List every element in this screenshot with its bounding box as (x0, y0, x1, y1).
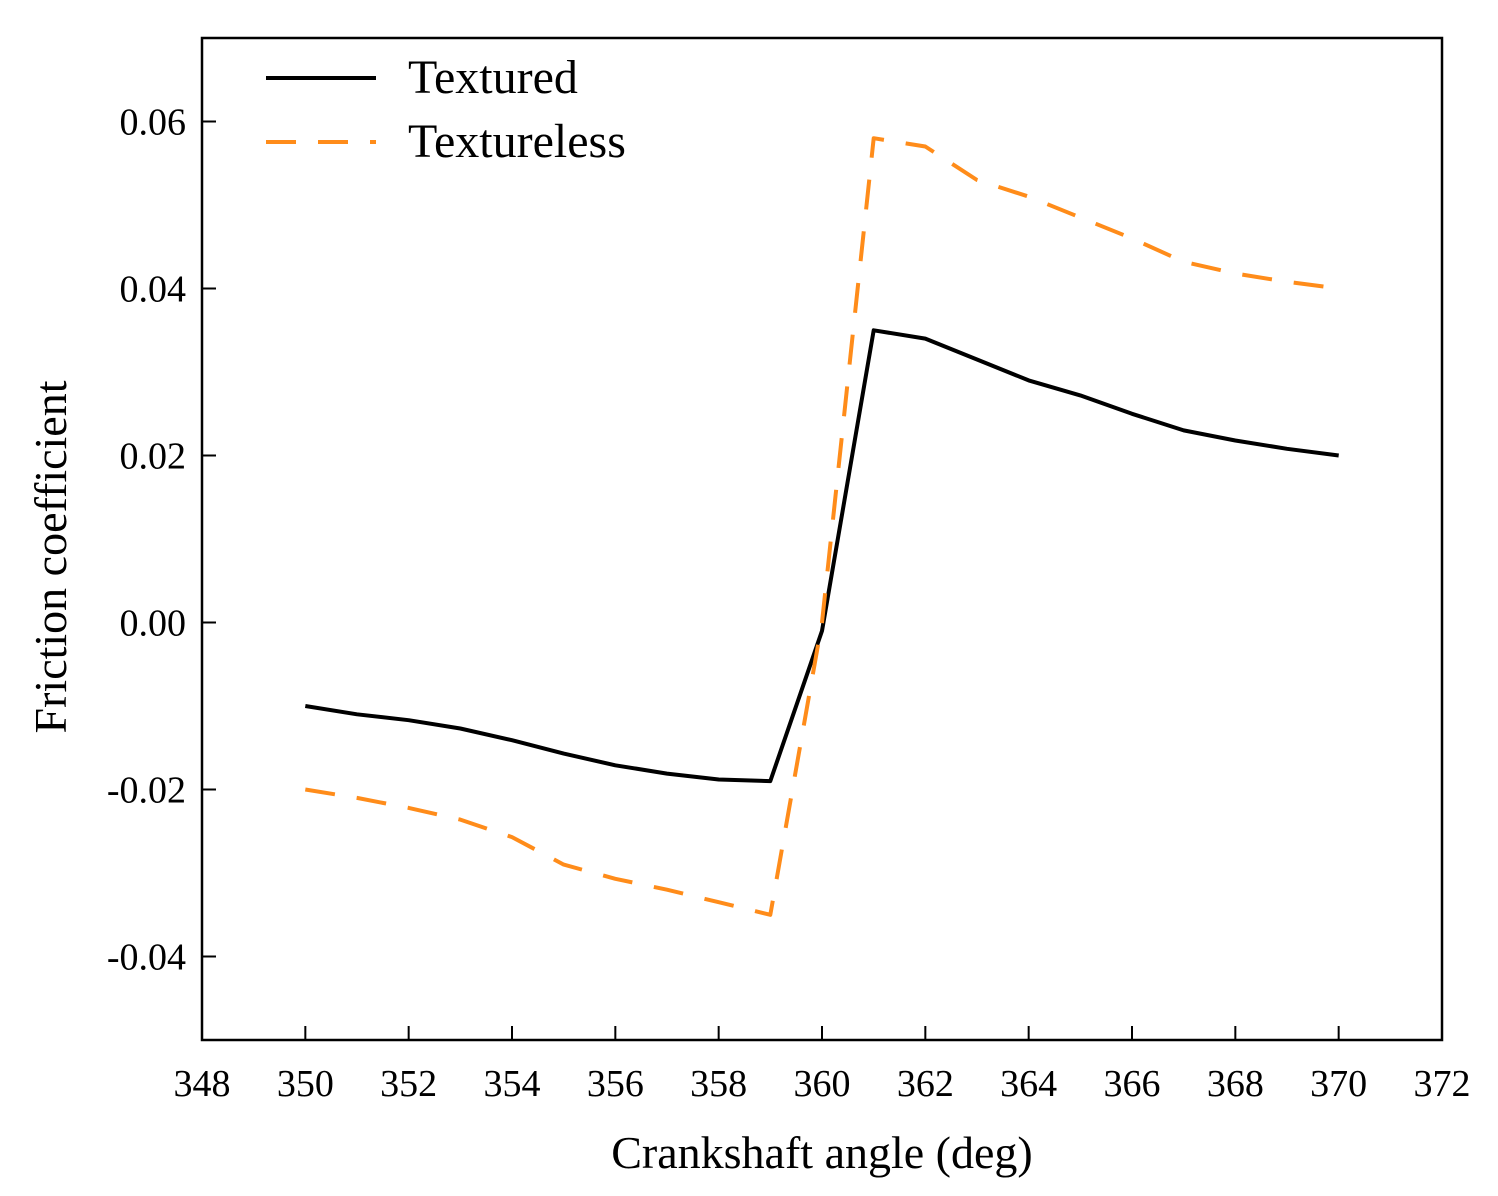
legend-label-textured: Textured (408, 51, 578, 104)
x-tick-label: 366 (1104, 1063, 1161, 1105)
y-axis-title: Friction coefficient (25, 380, 76, 733)
y-tick-label: 0.02 (120, 436, 187, 478)
x-tick-label: 354 (484, 1063, 541, 1105)
x-tick-label: 362 (897, 1063, 954, 1105)
x-axis-title: Crankshaft angle (deg) (611, 1127, 1033, 1178)
legend: Textured Textureless (266, 51, 626, 168)
x-tick-label: 356 (587, 1063, 644, 1105)
legend-label-textureless: Textureless (408, 115, 626, 168)
y-tick-label: -0.02 (107, 770, 186, 812)
series-lines (304, 136, 1339, 917)
x-axis-ticks: 348 350 352 354 356 358 360 362 364 366 368 370 372 (174, 1026, 1471, 1105)
series-line-textureless (304, 136, 1339, 917)
y-tick-label: -0.04 (107, 937, 186, 979)
plot-frame (200, 36, 1444, 1042)
series-line-textured (304, 328, 1339, 784)
y-tick-label: 0.04 (120, 269, 187, 311)
x-tick-label: 370 (1310, 1063, 1367, 1105)
x-tick-label: 364 (1000, 1063, 1057, 1105)
x-tick-label: 352 (380, 1063, 437, 1105)
y-tick-label: 0.00 (120, 603, 187, 645)
x-tick-label: 348 (174, 1063, 231, 1105)
y-tick-label: 0.06 (120, 102, 187, 144)
y-axis-ticks: -0.04 -0.02 0.00 0.02 0.04 0.06 (107, 102, 216, 979)
x-tick-label: 372 (1414, 1063, 1471, 1105)
x-tick-label: 368 (1207, 1063, 1264, 1105)
x-tick-label: 360 (794, 1063, 851, 1105)
x-tick-label: 358 (690, 1063, 747, 1105)
x-tick-label: 350 (277, 1063, 334, 1105)
